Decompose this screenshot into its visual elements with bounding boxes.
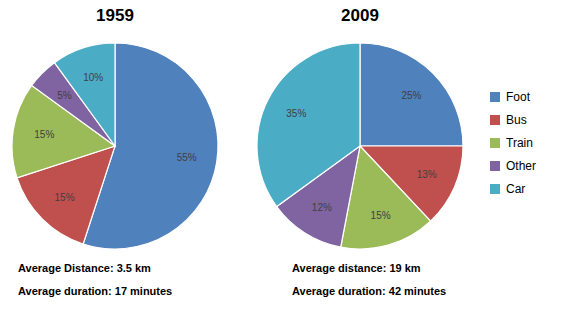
html-text:Average distance: 19 km: Average distance: 19 km: [292, 262, 421, 274]
svg-text:5%: 5%: [57, 90, 72, 101]
html-text:Average Distance: 3.5 km: Average Distance: 3.5 km: [18, 262, 151, 274]
svg-text:15%: 15%: [34, 129, 54, 140]
svg-text:35%: 35%: [286, 108, 306, 119]
svg-text:10%: 10%: [83, 72, 103, 83]
html-text:Train: Train: [506, 136, 533, 150]
svg-text:15%: 15%: [371, 210, 391, 221]
html-text:Other: Other: [506, 159, 536, 173]
svg-text:25%: 25%: [401, 90, 421, 101]
svg-text:13%: 13%: [417, 169, 437, 180]
html-text:Foot: Foot: [506, 90, 530, 104]
svg-text:55%: 55%: [177, 152, 197, 163]
html-text:2009: 2009: [341, 6, 379, 25]
svg-text:12%: 12%: [312, 202, 332, 213]
html-text:Bus: Bus: [506, 113, 527, 127]
html-text:Average duration: 17 minutes: Average duration: 17 minutes: [18, 285, 173, 297]
svg-text:15%: 15%: [55, 192, 75, 203]
html-text:1959: 1959: [96, 6, 134, 25]
html-text:Average duration: 42 minutes: Average duration: 42 minutes: [292, 285, 447, 297]
html-text:Car: Car: [506, 182, 526, 196]
